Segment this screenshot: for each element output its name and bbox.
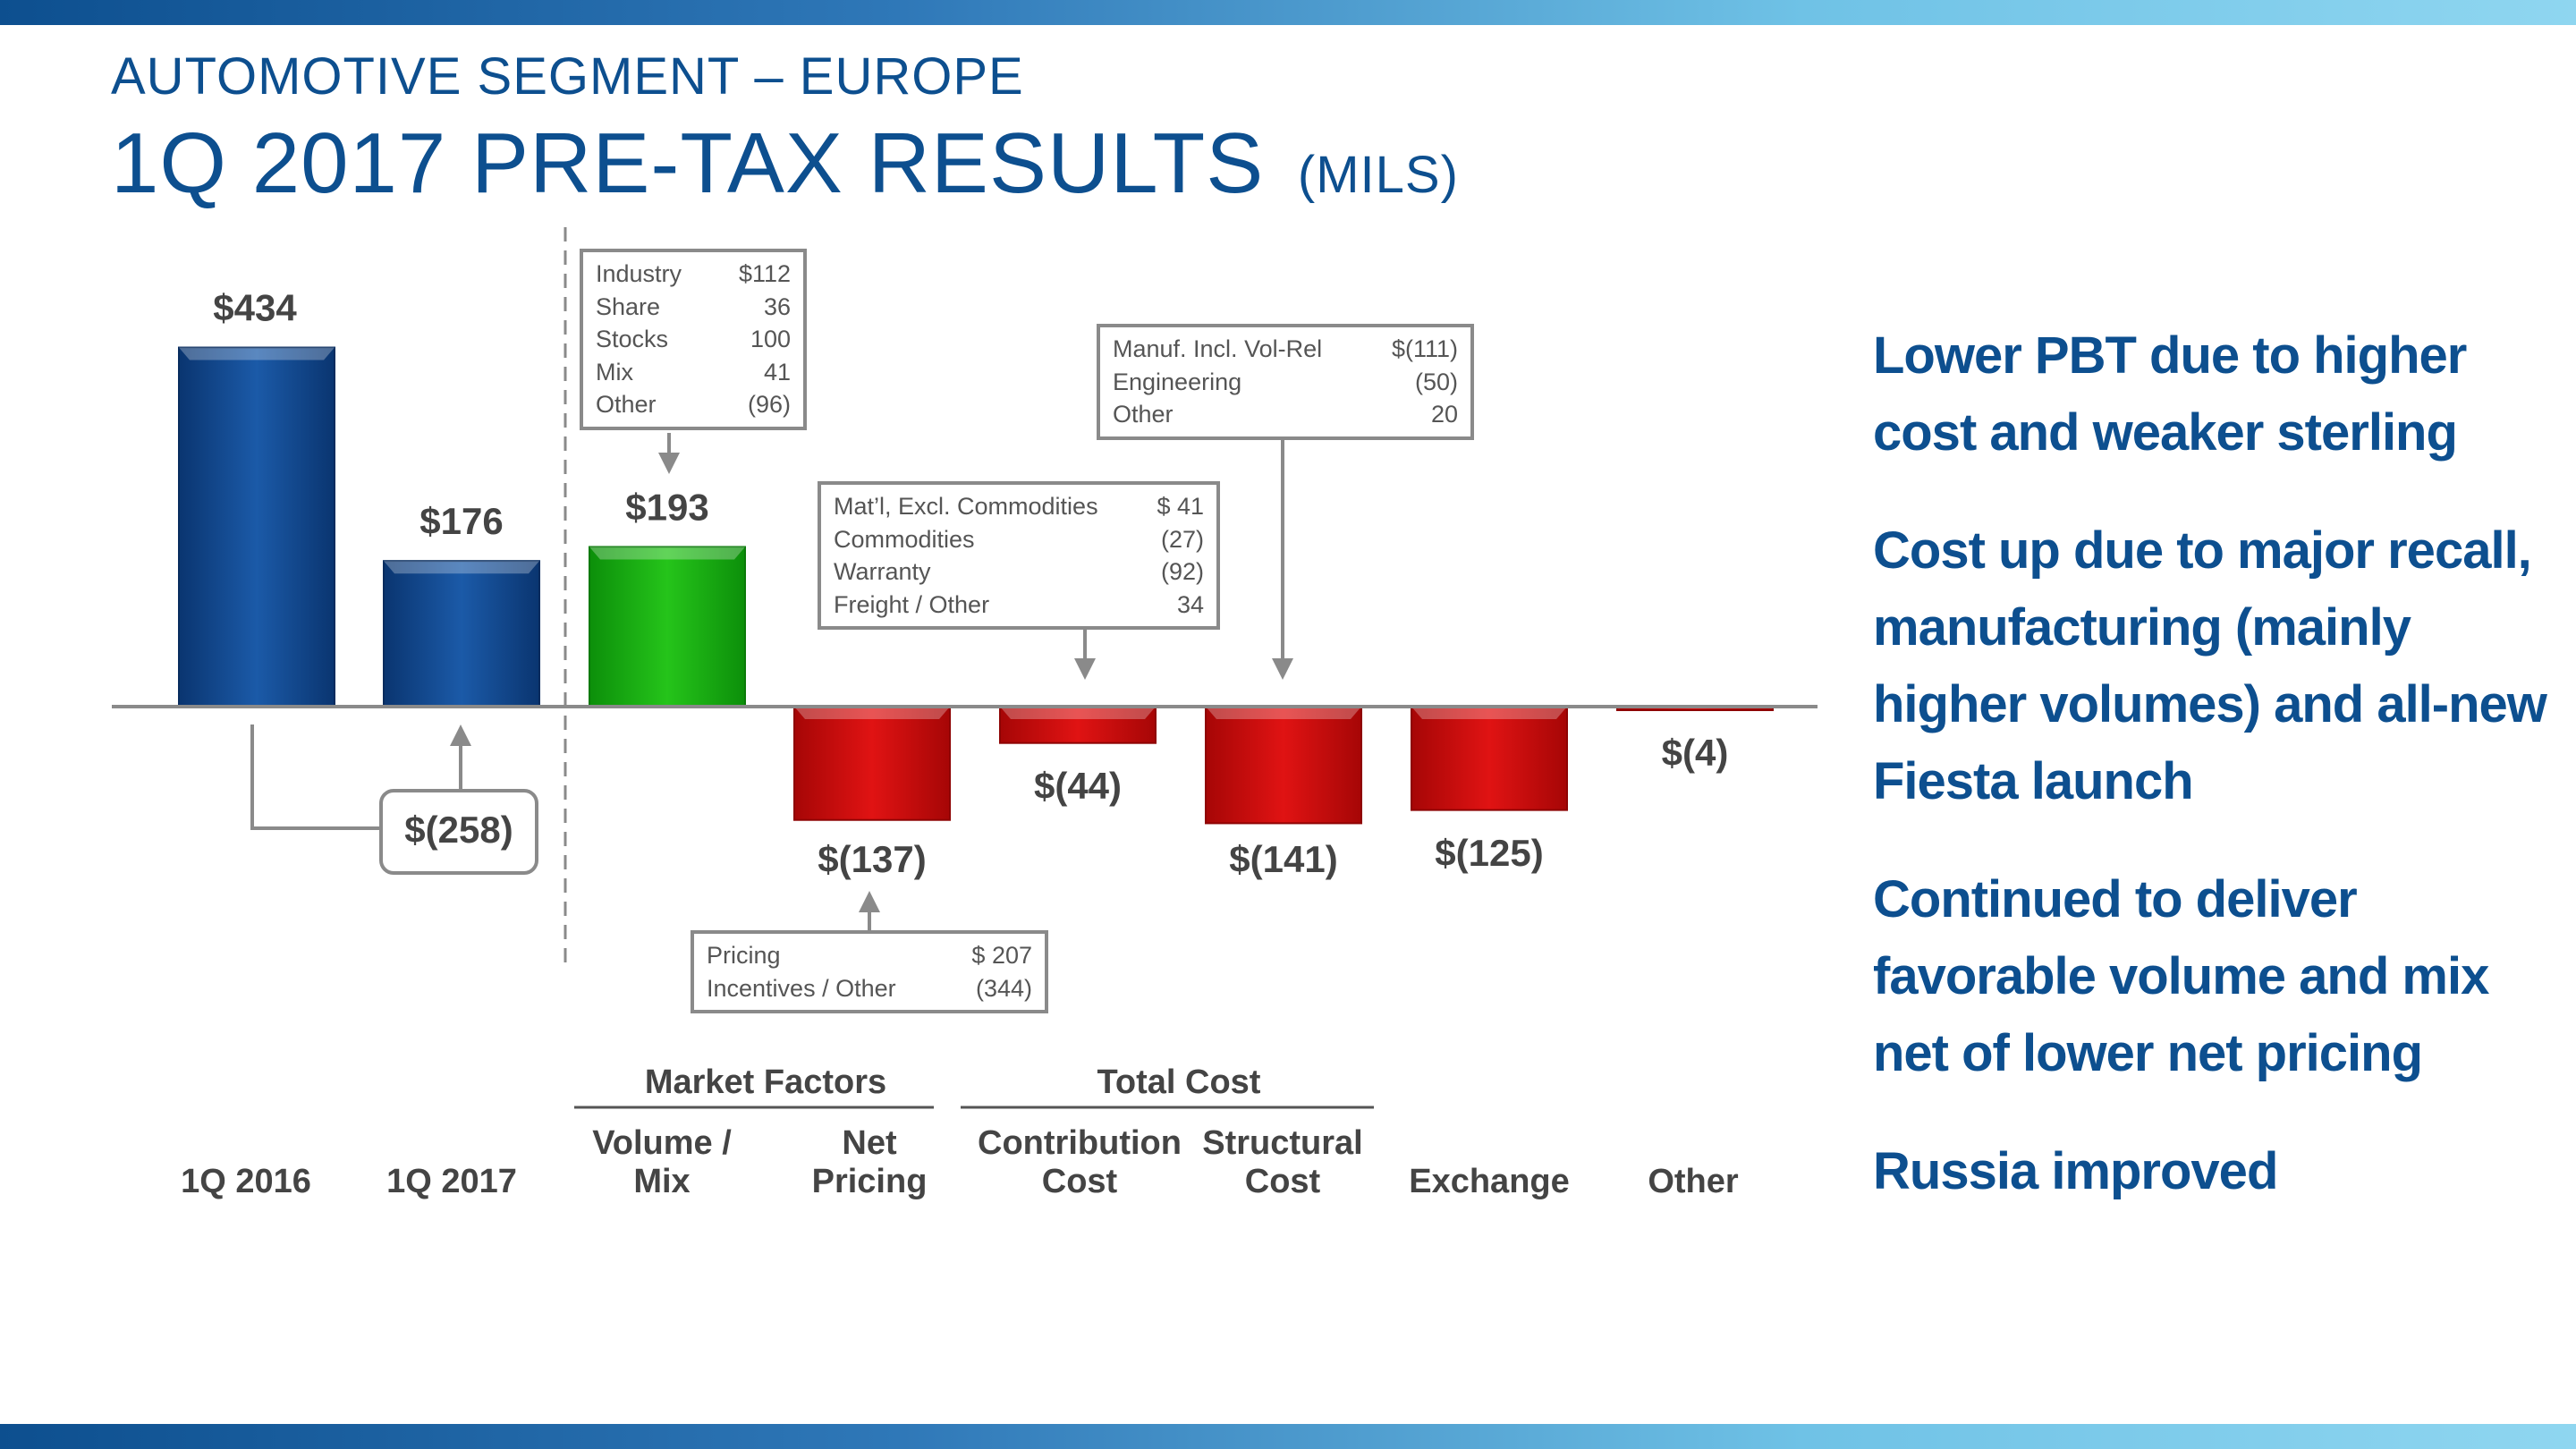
breakdown-value: 20 bbox=[1430, 401, 1458, 428]
bottom-gradient-band bbox=[0, 1424, 2576, 1449]
breakdown-value: 36 bbox=[763, 292, 791, 320]
breakdown-item: Mat’l, Excl. Commodities bbox=[834, 493, 1098, 520]
category-label-other: Other bbox=[1648, 1163, 1739, 1200]
breakdown-item: Incentives / Other bbox=[707, 974, 896, 1002]
category-label-net-pricing: Pricing bbox=[812, 1163, 928, 1200]
breakdown-row: Engineering (50) bbox=[1113, 366, 1458, 399]
breakdown-item: Other bbox=[1113, 401, 1174, 428]
breakdown-item: Stocks bbox=[596, 326, 669, 352]
breakdown-value: 34 bbox=[1176, 590, 1204, 618]
title-unit: (MILS) bbox=[1297, 146, 1459, 204]
breakdown-item: Share bbox=[596, 292, 661, 320]
commentary-bullets: Lower PBT due to higher cost and weaker … bbox=[1873, 318, 2553, 1251]
breakdown-row: Warranty (92) bbox=[834, 555, 1204, 589]
category-label-structural-cost: Cost bbox=[1245, 1163, 1321, 1200]
value-label-other: $(4) bbox=[1662, 732, 1729, 774]
title-text: 1Q 2017 PRE-TAX RESULTS bbox=[111, 115, 1265, 211]
category-label-contribution-cost: Contribution bbox=[978, 1124, 1182, 1162]
breakdown-value: 41 bbox=[763, 358, 791, 386]
bullet-item: Continued to deliver favorable volume an… bbox=[1873, 870, 2489, 1082]
group-label-total-cost: Total Cost bbox=[1097, 1063, 1261, 1101]
breakdown-item: Manuf. Incl. Vol-Rel bbox=[1113, 335, 1323, 362]
breakdown-row: Pricing $ 207 bbox=[707, 939, 1032, 972]
breakdown-value: (50) bbox=[1414, 368, 1458, 395]
value-label-volume-mix: $193 bbox=[625, 486, 708, 528]
category-label-q1-2017: 1Q 2017 bbox=[386, 1163, 517, 1200]
value-label-q1-2016: $434 bbox=[213, 287, 297, 329]
breakdown-value: (92) bbox=[1160, 558, 1204, 585]
breakdown-value: (344) bbox=[975, 974, 1032, 1002]
value-label-exchange: $(125) bbox=[1435, 832, 1543, 874]
breakdown-value: $112 bbox=[738, 260, 791, 287]
bar-bevel bbox=[589, 547, 745, 560]
bullet-item: Lower PBT due to higher cost and weaker … bbox=[1873, 326, 2467, 462]
bar-bevel bbox=[794, 707, 950, 719]
breakdown-item: Commodities bbox=[834, 525, 975, 553]
breakdown-row: Mix 41 bbox=[596, 356, 791, 389]
breakdown-value: (96) bbox=[747, 391, 791, 418]
bar-net-pricing bbox=[793, 706, 951, 821]
breakdown-row: Commodities (27) bbox=[834, 523, 1204, 556]
bar-volume-mix bbox=[589, 546, 746, 708]
category-label-volume-mix: Volume / bbox=[592, 1124, 732, 1162]
volume-mix-breakdown: Industry $112 Share 36 Stocks 100 Mix 41 Other (9… bbox=[580, 249, 807, 430]
breakdown-value: $(111) bbox=[1391, 335, 1458, 362]
breakdown-row: Share 36 bbox=[596, 291, 791, 324]
value-label-net-pricing: $(137) bbox=[818, 838, 926, 880]
breakdown-value: $ 207 bbox=[971, 942, 1032, 969]
bar-bevel bbox=[384, 561, 539, 574]
net-pricing-breakdown: Pricing $ 207 Incentives / Other (344) bbox=[691, 930, 1048, 1013]
bar-q1-2017 bbox=[383, 560, 540, 708]
category-label-structural-cost: Structural bbox=[1202, 1124, 1362, 1162]
breakdown-row: Other 20 bbox=[1113, 398, 1458, 431]
breakdown-row: Industry $112 bbox=[596, 258, 791, 291]
value-label-q1-2017: $176 bbox=[419, 500, 503, 542]
page-title: 1Q 2017 PRE-TAX RESULTS (MILS) bbox=[111, 114, 1459, 213]
bar-bevel bbox=[1000, 707, 1156, 719]
breakdown-row: Freight / Other 34 bbox=[834, 589, 1204, 622]
category-label-net-pricing: Net bbox=[842, 1124, 897, 1162]
waterfall-chart: $434$176 $193$(137)$(44)$(141) $(125)$(4) … bbox=[112, 227, 1818, 1200]
change-connector bbox=[250, 724, 381, 830]
category-label-exchange: Exchange bbox=[1409, 1163, 1570, 1200]
value-label-contribution-cost: $(44) bbox=[1034, 765, 1122, 807]
top-gradient-band bbox=[0, 0, 2576, 25]
breakdown-item: Industry bbox=[596, 260, 682, 287]
breakdown-item: Freight / Other bbox=[834, 590, 990, 618]
breakdown-row: Stocks 100 bbox=[596, 323, 791, 356]
group-label-market-factors: Market Factors bbox=[645, 1063, 886, 1101]
category-label-q1-2016: 1Q 2016 bbox=[181, 1163, 311, 1200]
category-label-volume-mix: Mix bbox=[633, 1163, 690, 1200]
breakdown-row: Manuf. Incl. Vol-Rel $(111) bbox=[1113, 333, 1458, 366]
category-label-contribution-cost: Cost bbox=[1042, 1163, 1118, 1200]
breakdown-value: (27) bbox=[1160, 525, 1204, 553]
breakdown-item: Other bbox=[596, 391, 657, 418]
breakdown-row: Incentives / Other (344) bbox=[707, 972, 1032, 1005]
breakdown-row: Mat’l, Excl. Commodities $ 41 bbox=[834, 490, 1204, 523]
bullet-item: Russia improved bbox=[1873, 1142, 2278, 1200]
value-label-structural-cost: $(141) bbox=[1229, 838, 1337, 880]
breakdown-value: 100 bbox=[750, 326, 791, 352]
breakdown-item: Mix bbox=[596, 358, 633, 386]
bar-q1-2016 bbox=[178, 346, 335, 708]
contribution-cost-breakdown: Mat’l, Excl. Commodities $ 41 Commodities (… bbox=[818, 481, 1220, 630]
breakdown-value: $ 41 bbox=[1157, 493, 1204, 520]
segment-subtitle: AUTOMOTIVE SEGMENT – EUROPE bbox=[111, 47, 1024, 106]
bar-exchange bbox=[1411, 706, 1568, 811]
breakdown-item: Engineering bbox=[1113, 368, 1242, 395]
bar-bevel bbox=[1206, 707, 1361, 719]
bullet-item: Cost up due to major recall, manufacturi… bbox=[1873, 521, 2547, 810]
bar-contribution-cost bbox=[999, 706, 1157, 744]
breakdown-item: Pricing bbox=[707, 942, 781, 969]
bar-bevel bbox=[179, 347, 335, 360]
breakdown-row: Other (96) bbox=[596, 388, 791, 421]
breakdown-item: Warranty bbox=[834, 558, 931, 585]
bar-structural-cost bbox=[1205, 706, 1362, 825]
change-label: $(258) bbox=[404, 809, 513, 851]
bar-bevel bbox=[1411, 707, 1567, 719]
structural-cost-breakdown: Manuf. Incl. Vol-Rel $(111) Engineering (50… bbox=[1097, 324, 1474, 440]
